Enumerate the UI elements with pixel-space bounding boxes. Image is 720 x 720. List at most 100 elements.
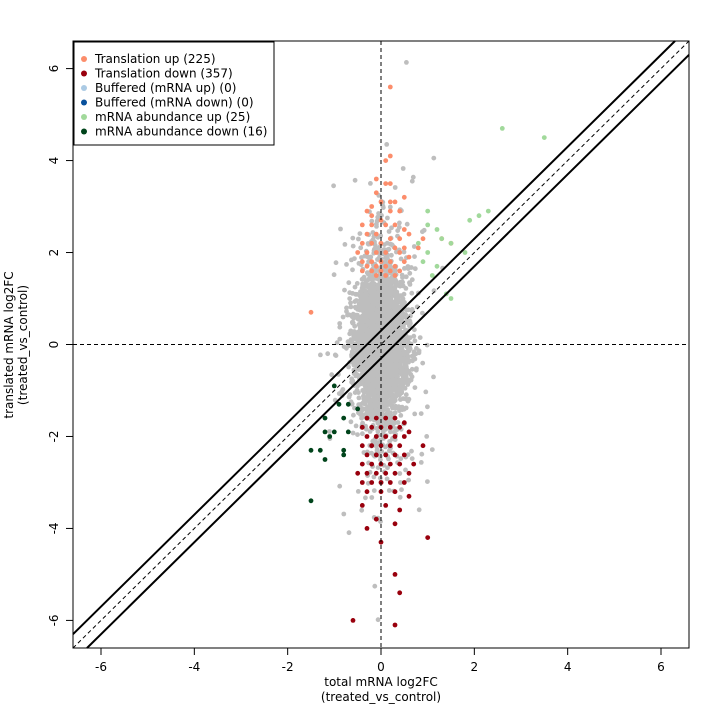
background-point [387, 204, 393, 210]
y-tick-label: 2 [47, 249, 61, 257]
background-point [408, 377, 414, 383]
background-point [384, 142, 390, 147]
series-point [392, 222, 398, 228]
series-point [341, 447, 347, 453]
background-point [350, 430, 356, 436]
background-point [411, 244, 417, 249]
background-point [365, 319, 371, 325]
background-point [392, 372, 398, 378]
series-point [373, 415, 379, 421]
background-point [361, 396, 367, 402]
legend-label: Translation up (225) [94, 52, 216, 66]
series-point [373, 263, 379, 269]
background-point [378, 454, 383, 459]
reference-lines [72, 40, 690, 649]
background-point [424, 342, 430, 348]
series-point [369, 240, 375, 246]
background-point [416, 507, 422, 513]
background-point [431, 155, 437, 161]
series-point [397, 268, 403, 274]
background-point [387, 241, 393, 247]
series-point [364, 489, 370, 495]
series-point [355, 406, 361, 412]
y-tick-label: -6 [47, 614, 61, 626]
series-point [541, 135, 547, 141]
background-point [398, 377, 404, 383]
background-point [363, 292, 369, 298]
series-point [425, 535, 431, 540]
series-point [308, 498, 314, 504]
series-point [322, 457, 328, 462]
background-point [393, 278, 399, 284]
background-point [412, 385, 418, 390]
series-point [369, 268, 375, 274]
series-point [327, 434, 333, 439]
background-point [333, 353, 339, 358]
background-point [393, 426, 398, 431]
background-point [414, 346, 419, 351]
series-point [331, 429, 337, 435]
y-tick-label: -2 [47, 430, 61, 442]
series-point [425, 208, 431, 214]
background-point [412, 411, 418, 417]
background-point [397, 354, 403, 360]
background-point [409, 448, 414, 454]
background-point [360, 305, 366, 310]
series-point [462, 250, 468, 255]
background-point [342, 287, 347, 293]
background-point [381, 311, 387, 316]
x-tick-label: -6 [95, 660, 107, 674]
series-point [373, 231, 379, 237]
series-point [397, 424, 403, 430]
background-point [338, 226, 343, 232]
series-point [397, 507, 403, 513]
series-point [411, 461, 417, 467]
background-point [355, 316, 361, 322]
background-point [397, 494, 403, 500]
background-point [403, 361, 408, 367]
series-point [387, 236, 393, 242]
background-point [369, 412, 375, 418]
x-tick-label: 4 [564, 660, 572, 674]
series-point [364, 470, 370, 476]
background-point [365, 391, 371, 397]
background-point [365, 304, 371, 310]
series-point [392, 263, 398, 269]
background-point [393, 298, 399, 303]
series-point [485, 208, 491, 214]
background-point [349, 376, 355, 382]
background-point [352, 256, 357, 261]
series-point [406, 254, 412, 260]
series-point [383, 273, 389, 278]
background-point [352, 177, 358, 183]
series-point [378, 199, 384, 205]
series-point [397, 236, 403, 242]
legend-swatch [81, 56, 87, 62]
series-point [345, 429, 351, 435]
background-point [347, 296, 353, 301]
series-point [392, 489, 398, 495]
background-point [385, 215, 390, 221]
series-point [401, 480, 407, 485]
background-point [373, 298, 378, 303]
background-point [348, 300, 353, 306]
background-point [385, 465, 390, 471]
series-point [392, 415, 398, 421]
legend-label: mRNA abundance up (25) [95, 110, 250, 124]
background-point [384, 476, 390, 482]
series-point [434, 263, 440, 269]
background-point [390, 355, 396, 361]
background-point [341, 511, 347, 517]
background-point [398, 397, 403, 402]
series-point [397, 250, 403, 255]
series-point [359, 240, 365, 246]
background-point [395, 307, 401, 313]
background-point [420, 360, 426, 366]
background-point [374, 411, 379, 416]
series-point [373, 176, 379, 182]
series-point [359, 443, 365, 449]
background-point [409, 290, 415, 296]
series-point [383, 452, 389, 458]
background-point [399, 487, 404, 493]
background-point [363, 278, 369, 284]
